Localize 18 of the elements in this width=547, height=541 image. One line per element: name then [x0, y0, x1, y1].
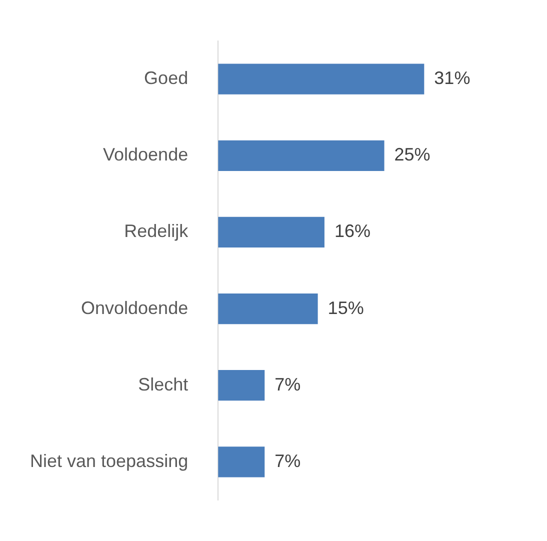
bar [218, 216, 324, 248]
data-label: 7% [274, 450, 301, 471]
y-tick-label: Goed [144, 68, 188, 88]
bar [218, 446, 265, 478]
data-label: 7% [274, 374, 301, 394]
y-tick-label: Slecht [138, 374, 188, 394]
y-tick-label: Voldoende [103, 144, 188, 165]
data-label: 25% [394, 144, 430, 165]
bar [218, 140, 384, 171]
data-label: 16% [334, 221, 370, 242]
y-tick-label: Niet van toepassing [30, 450, 188, 471]
y-tick-label: Onvoldoende [81, 298, 188, 318]
bar [218, 293, 318, 324]
bar [218, 370, 265, 401]
y-tick-label: Redelijk [124, 221, 190, 242]
data-label: 15% [328, 298, 364, 318]
bar [218, 64, 424, 94]
data-label: 31% [434, 68, 470, 88]
